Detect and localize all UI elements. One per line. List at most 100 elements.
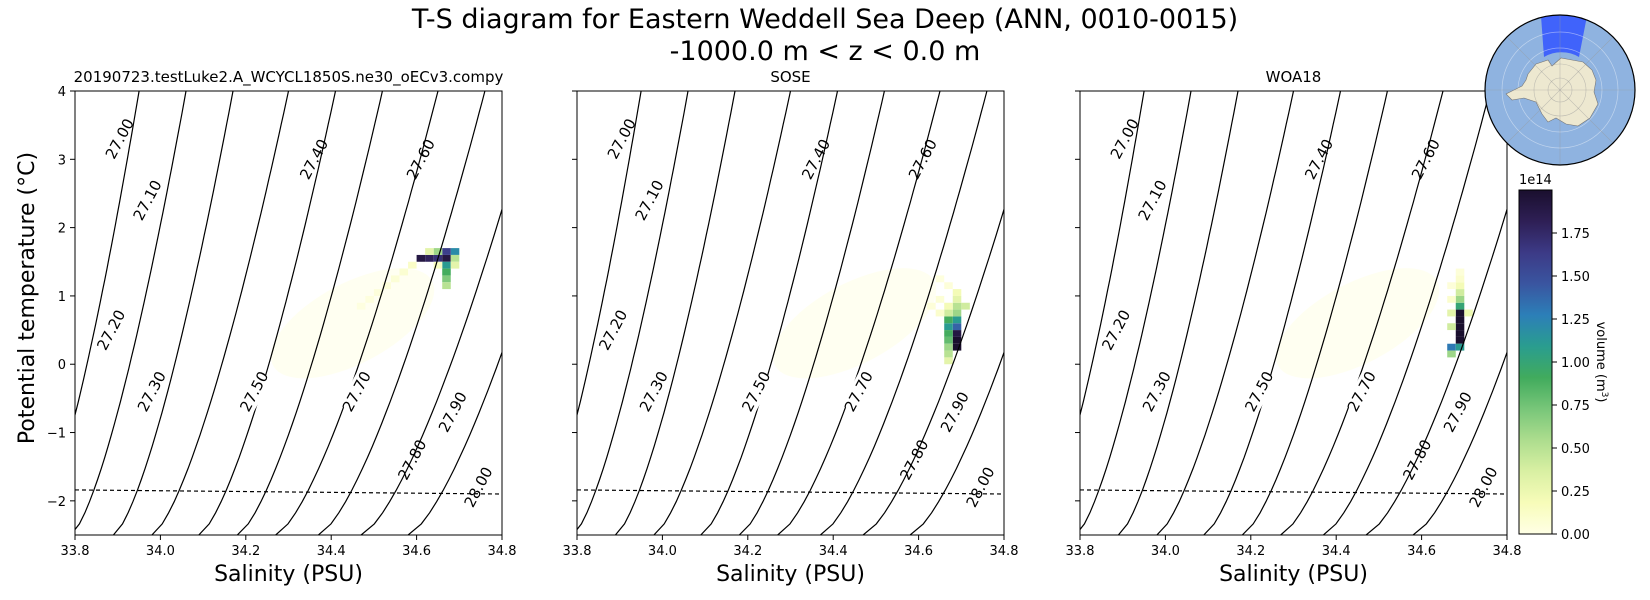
ts-haze	[1275, 268, 1440, 379]
density-contour-label: 27.80	[1399, 437, 1435, 483]
heatmap-cell	[944, 336, 953, 344]
heatmap-cell	[442, 275, 451, 283]
density-contour	[1323, 91, 1491, 535]
heatmap-cell	[1447, 309, 1456, 317]
density-contour-label: 27.60	[403, 136, 439, 182]
heatmap-cell	[408, 261, 417, 269]
x-tick-label: 34.6	[1407, 544, 1436, 559]
density-contour-label: 27.20	[93, 307, 129, 353]
heatmap-cell	[927, 302, 936, 310]
density-contour	[236, 91, 383, 535]
density-contour	[1117, 91, 1239, 535]
density-contour-label: 27.90	[435, 389, 471, 435]
density-contour-label: 27.80	[394, 437, 430, 483]
heatmap-cell	[1447, 323, 1456, 331]
heatmap-cell	[944, 309, 953, 317]
heatmap-cell	[1455, 282, 1465, 290]
density-contour-label: 28.00	[460, 464, 496, 510]
colorbar-tick-label: 0.50	[1561, 442, 1590, 457]
y-tick-label: 1	[58, 290, 66, 305]
ts-haze	[270, 268, 435, 379]
density-contour-label: 27.10	[1135, 177, 1171, 223]
heatmap-cell	[1455, 330, 1465, 337]
heatmap-cell	[442, 282, 451, 290]
y-tick-label: 0	[58, 358, 66, 373]
colorbar-tick-label: 0.00	[1561, 528, 1590, 543]
density-contour	[1280, 91, 1444, 535]
density-contour-label: 27.00	[1107, 116, 1143, 162]
heatmap-cell	[450, 254, 460, 262]
colorbar-gradient	[1518, 189, 1553, 535]
density-contour-label: 27.30	[636, 368, 672, 414]
density-contour	[1080, 91, 1081, 96]
x-axis-label: Salinity (PSU)	[716, 562, 865, 587]
density-contour	[614, 91, 736, 535]
density-contour	[360, 207, 502, 535]
density-contour	[318, 91, 486, 535]
figure-title-line2: -1000.0 m < z < 0.0 m	[670, 36, 981, 67]
density-contour-label: 27.10	[130, 177, 166, 223]
heatmap-cell	[356, 302, 366, 310]
heatmap-cell	[425, 254, 434, 262]
density-contour-label: 27.70	[1344, 368, 1380, 414]
heatmap-cell	[952, 336, 962, 344]
y-tick-label: −1	[47, 427, 66, 442]
x-tick-label: 33.8	[563, 544, 592, 559]
heatmap-cell	[1447, 295, 1456, 303]
density-contour-label: 27.10	[632, 177, 668, 223]
density-contour	[820, 91, 988, 535]
heatmap-cell	[365, 295, 374, 303]
heatmap-cell	[944, 316, 953, 324]
heatmap-cell	[1464, 309, 1473, 317]
panel-title: WOA18	[1266, 68, 1322, 86]
density-contour	[1241, 91, 1388, 535]
density-contour	[738, 91, 885, 535]
x-tick-label: 34.2	[231, 544, 260, 559]
density-contour-label: 27.80	[896, 437, 932, 483]
density-contour-label: 27.40	[1301, 136, 1337, 182]
colorbar-tick-label: 1.25	[1561, 313, 1590, 328]
x-tick-label: 34.0	[146, 544, 175, 559]
density-contour	[777, 91, 941, 535]
density-contour	[275, 91, 439, 535]
panel-title: SOSE	[770, 68, 810, 86]
y-tick-label: −2	[47, 495, 66, 510]
heatmap-cell	[944, 343, 953, 351]
density-contour	[909, 350, 1004, 535]
heatmap-cell	[442, 254, 451, 262]
heatmap-cell	[944, 282, 953, 290]
heatmap-cell	[1447, 282, 1456, 290]
x-axis-label: Salinity (PSU)	[214, 562, 363, 587]
x-tick-label: 34.2	[733, 544, 762, 559]
x-tick-label: 34.4	[819, 544, 848, 559]
density-contour-label: 27.90	[937, 389, 973, 435]
x-axis-label: Salinity (PSU)	[1219, 562, 1368, 587]
heatmap-cell	[442, 248, 451, 255]
heatmap-cell	[944, 330, 953, 337]
x-tick-label: 34.0	[648, 544, 677, 559]
density-contour-label: 27.90	[1440, 389, 1476, 435]
freezing-line	[577, 489, 1004, 495]
heatmap-cell	[1455, 309, 1465, 317]
freezing-line	[1080, 489, 1507, 495]
colorbar-tick-label: 1.00	[1561, 356, 1590, 371]
density-contour	[862, 207, 1004, 535]
density-contour	[151, 91, 290, 535]
heatmap-cell	[1447, 343, 1456, 351]
heatmap-cell	[399, 268, 409, 276]
inset-map-region	[1541, 15, 1587, 57]
heatmap-cell	[1455, 316, 1465, 324]
heatmap-cell	[1455, 268, 1465, 276]
density-contour-label: 27.30	[134, 368, 170, 414]
x-tick-label: 34.6	[904, 544, 933, 559]
heatmap-cell	[450, 248, 460, 255]
density-contour-label: 27.00	[102, 116, 138, 162]
heatmap-cell	[952, 289, 962, 296]
density-contour	[577, 91, 689, 531]
density-contour	[407, 350, 502, 535]
heatmap-cell	[373, 289, 383, 296]
density-contour-label: 27.70	[339, 368, 375, 414]
